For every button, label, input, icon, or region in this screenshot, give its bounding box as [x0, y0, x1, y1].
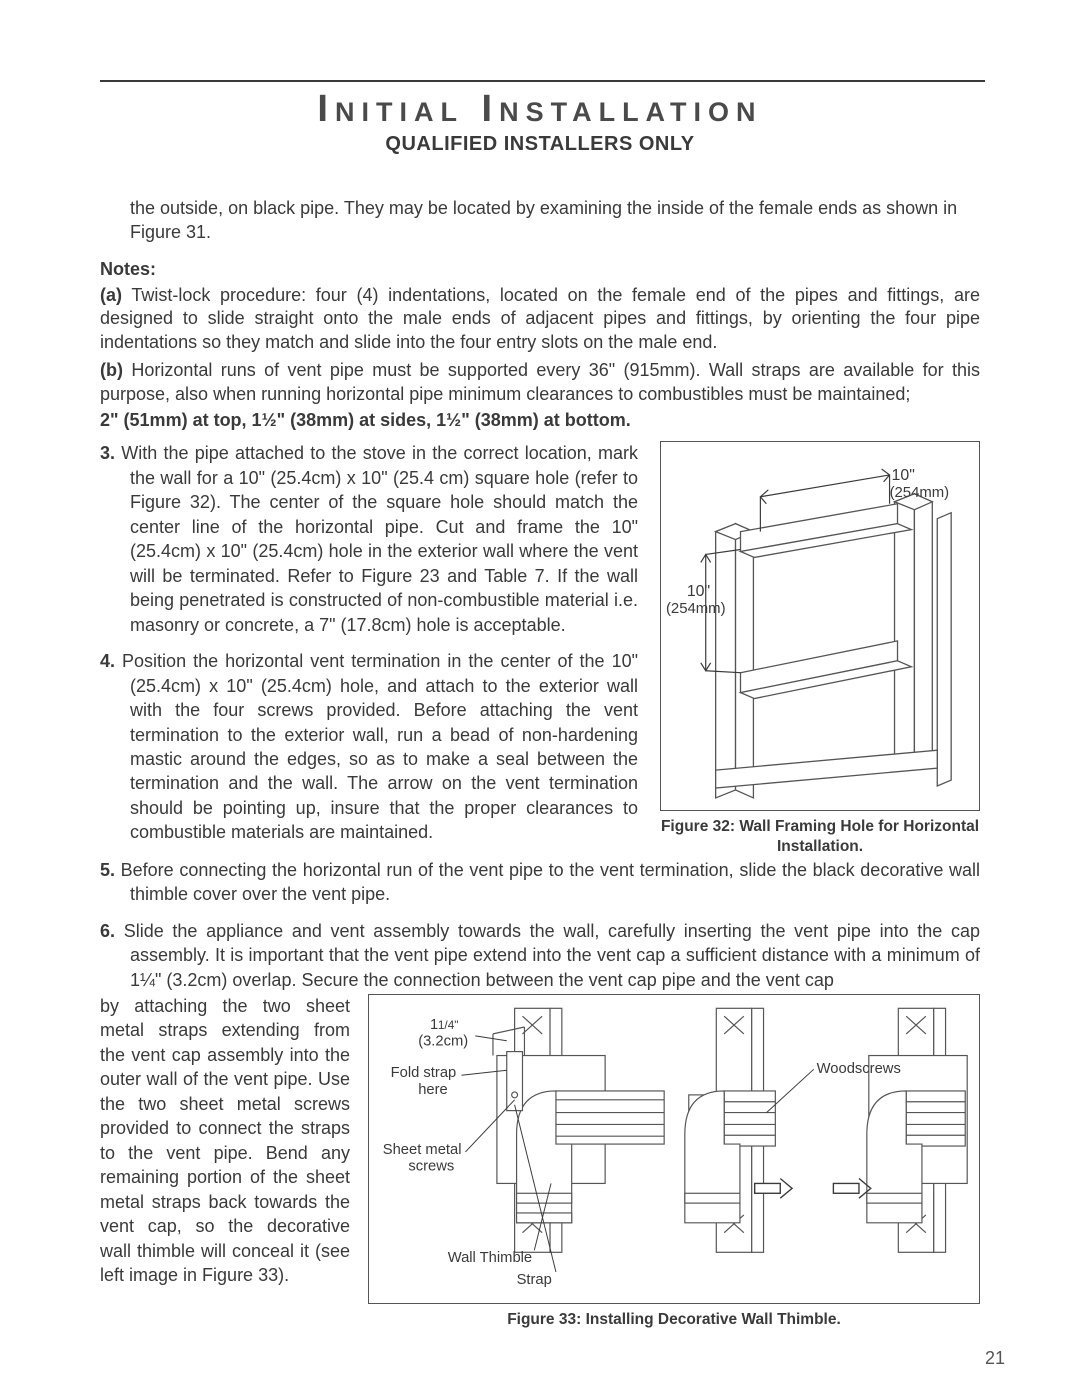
- note-b-text: Horizontal runs of vent pipe must be sup…: [100, 360, 980, 404]
- page-number: 21: [985, 1348, 1005, 1369]
- fig32-dim-v-mm: (254mm): [666, 601, 726, 617]
- page-title: Initial Installation: [70, 88, 1010, 131]
- note-b-lead: (b): [100, 360, 123, 380]
- fig33-overlap-2: 1/4": [438, 1018, 459, 1032]
- figure-32: 10" (254mm) 10" (254mm): [660, 441, 980, 811]
- step-5: 5. Before connecting the horizontal run …: [100, 858, 980, 907]
- step-4-text: Position the horizontal vent termination…: [115, 651, 638, 842]
- fig32-dim-v: 10": [687, 584, 710, 601]
- note-a-text: Twist-lock procedure: four (4) indentati…: [100, 285, 980, 353]
- fig33-fold-1: Fold strap: [391, 1065, 457, 1081]
- figure-33-caption: Figure 33: Installing Decorative Wall Th…: [368, 1310, 980, 1330]
- step-6-left-text: by attaching the two sheet metal straps …: [100, 994, 350, 1288]
- fig32-dim-h-mm: (254mm): [890, 485, 950, 501]
- fig33-thimble: Wall Thimble: [448, 1250, 532, 1266]
- step-6-top: 6. Slide the appliance and vent assembly…: [100, 919, 980, 992]
- step-3-text: With the pipe attached to the stove in t…: [115, 443, 638, 634]
- note-a-lead: (a): [100, 285, 122, 305]
- step-4: 4. Position the horizontal vent terminat…: [100, 649, 638, 845]
- step-5-text: Before connecting the horizontal run of …: [115, 860, 980, 904]
- step-6-top-text: Slide the appliance and vent assembly to…: [115, 921, 980, 990]
- step-5-num: 5.: [100, 860, 115, 880]
- page-subtitle: qualified installers only: [70, 133, 1010, 156]
- fig33-woodscrews: Woodscrews: [817, 1061, 901, 1077]
- fig33-overlap-cm: (3.2cm): [418, 1034, 468, 1050]
- fig32-dim-h: 10": [892, 467, 915, 484]
- intro-paragraph: the outside, on black pipe. They may be …: [130, 196, 980, 245]
- fig33-strap: Strap: [517, 1272, 552, 1288]
- step-3: 3. With the pipe attached to the stove i…: [100, 441, 638, 637]
- fig33-sheet-1: Sheet metal: [383, 1142, 462, 1158]
- note-b: (b) Horizontal runs of vent pipe must be…: [100, 359, 980, 407]
- step-4-num: 4.: [100, 651, 115, 671]
- fig33-sheet-2: screws: [408, 1159, 454, 1175]
- fig33-fold-2: here: [418, 1082, 448, 1098]
- step-3-num: 3.: [100, 443, 115, 463]
- clearance-spec: 2" (51mm) at top, 1½" (38mm) at sides, 1…: [100, 410, 980, 431]
- figure-32-caption: Figure 32: Wall Framing Hole for Horizon…: [660, 817, 980, 857]
- notes-heading: Notes:: [100, 259, 980, 280]
- note-a: (a) Twist-lock procedure: four (4) inden…: [100, 284, 980, 355]
- figure-33: 1 1/4" (3.2cm) Fold strap here Sheet met…: [368, 994, 980, 1304]
- step-6-num: 6.: [100, 921, 115, 941]
